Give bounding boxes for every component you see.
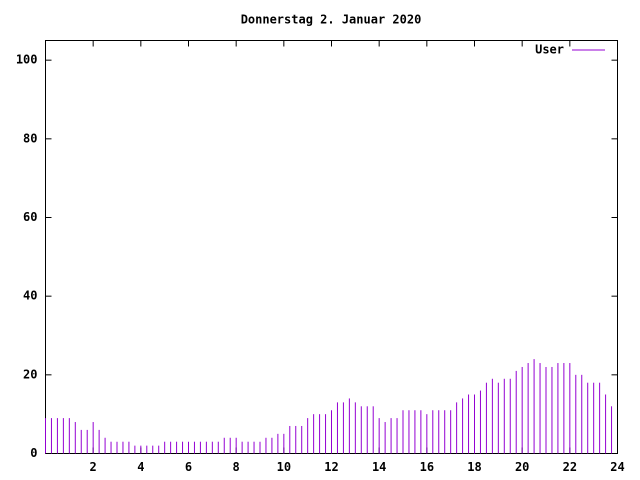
x-tick-label: 2 bbox=[90, 460, 97, 474]
x-tick-label: 6 bbox=[185, 460, 192, 474]
x-tick-label: 20 bbox=[515, 460, 529, 474]
y-tick-label: 60 bbox=[23, 210, 37, 224]
chart-title: Donnerstag 2. Januar 2020 bbox=[241, 13, 422, 27]
y-tick-label: 0 bbox=[30, 446, 37, 460]
y-tick-label: 100 bbox=[16, 53, 38, 67]
x-tick-label: 16 bbox=[420, 460, 434, 474]
legend-label: User bbox=[535, 43, 564, 57]
plot-frame bbox=[45, 40, 618, 454]
x-tick-label: 14 bbox=[372, 460, 386, 474]
x-tick-label: 22 bbox=[563, 460, 577, 474]
x-tick-label: 4 bbox=[137, 460, 144, 474]
x-tick-label: 24 bbox=[610, 460, 624, 474]
y-tick-label: 20 bbox=[23, 367, 37, 381]
x-tick-label: 12 bbox=[324, 460, 338, 474]
y-tick-label: 80 bbox=[23, 131, 37, 145]
x-tick-label: 8 bbox=[233, 460, 240, 474]
x-tick-label: 18 bbox=[467, 460, 481, 474]
y-tick-label: 40 bbox=[23, 289, 37, 303]
x-tick-label: 10 bbox=[277, 460, 291, 474]
